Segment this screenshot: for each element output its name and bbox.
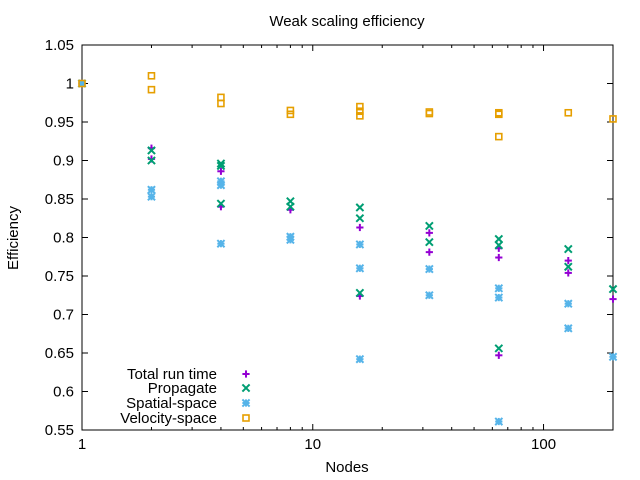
- data-point: [355, 288, 365, 298]
- legend-label: Total run time: [127, 366, 217, 383]
- chart-title: Weak scaling efficiency: [269, 13, 425, 30]
- data-point: [147, 85, 156, 94]
- data-point: [216, 159, 226, 168]
- data-point: [425, 229, 433, 237]
- legend-label: Velocity-space: [120, 410, 217, 427]
- x-tick-label: 100: [531, 436, 556, 453]
- data-point: [355, 263, 365, 273]
- legend-marker: [242, 370, 250, 378]
- y-tick-label: 1: [66, 76, 74, 93]
- y-tick-label: 0.55: [45, 422, 74, 439]
- data-point: [286, 202, 295, 212]
- series-propagate: [77, 79, 618, 353]
- legend-item: Propagate: [148, 380, 251, 397]
- data-point: [356, 107, 364, 116]
- data-point: [563, 324, 573, 333]
- legend-item: Total run time: [127, 366, 250, 383]
- data-point: [217, 167, 225, 175]
- data-point: [216, 161, 226, 171]
- legend-marker: [241, 398, 251, 408]
- data-point: [216, 199, 226, 208]
- x-tick-label: 10: [304, 436, 321, 453]
- data-point: [563, 262, 573, 272]
- data-point: [564, 108, 573, 117]
- data-point: [286, 235, 295, 245]
- data-point: [217, 93, 225, 102]
- x-tick-label: 1: [78, 436, 86, 453]
- y-tick-label: 0.6: [53, 384, 74, 401]
- data-point: [494, 417, 504, 426]
- data-point: [563, 299, 573, 309]
- data-point: [425, 109, 434, 118]
- data-point: [355, 240, 365, 249]
- data-point: [425, 221, 434, 231]
- x-axis-title: Nodes: [325, 459, 368, 476]
- y-tick-label: 0.95: [45, 114, 74, 131]
- data-point: [494, 293, 504, 302]
- data-point: [425, 248, 433, 256]
- data-point: [355, 213, 365, 223]
- data-point: [608, 352, 618, 362]
- legend-marker: [242, 414, 250, 422]
- legend-label: Spatial-space: [126, 395, 217, 412]
- data-point: [609, 115, 617, 123]
- y-axis-title: Efficiency: [5, 206, 22, 270]
- data-point: [495, 110, 503, 119]
- data-point: [216, 180, 226, 190]
- data-point: [286, 106, 295, 115]
- data-point: [147, 146, 156, 155]
- data-point: [495, 351, 503, 359]
- y-tick-label: 0.9: [53, 153, 74, 170]
- data-point: [425, 264, 434, 274]
- data-point: [494, 240, 504, 250]
- series-velocity-space: [78, 72, 617, 141]
- y-tick-label: 0.85: [45, 191, 74, 208]
- data-point: [147, 192, 156, 201]
- data-points: [77, 72, 618, 426]
- legend-item: Spatial-space: [126, 395, 251, 412]
- legend-item: Velocity-space: [120, 410, 250, 427]
- data-point: [563, 244, 573, 254]
- data-point: [356, 112, 364, 120]
- legend-label: Propagate: [148, 380, 217, 397]
- data-point: [609, 295, 617, 303]
- legend-marker: [241, 383, 251, 393]
- y-tick-label: 1.05: [45, 37, 74, 54]
- y-tick-label: 0.75: [45, 268, 74, 285]
- x-axis: 1 10 100: [78, 45, 556, 453]
- y-axis: 0.55 0.6 0.65 0.7 0.75 0.8 0.85 0.9 0.95 1 1.05: [45, 37, 613, 439]
- data-point: [356, 223, 364, 232]
- data-point: [495, 132, 503, 141]
- data-point: [608, 284, 618, 294]
- series-spatial-space: [77, 79, 618, 426]
- data-point: [495, 253, 503, 262]
- data-point: [147, 72, 156, 80]
- data-point: [564, 257, 572, 265]
- legend: Total run timePropagateSpatial-spaceVelo…: [120, 366, 251, 427]
- data-point: [147, 185, 156, 195]
- y-tick-label: 0.7: [53, 307, 74, 324]
- data-point: [355, 203, 365, 212]
- y-tick-label: 0.65: [45, 345, 74, 362]
- y-tick-label: 0.8: [53, 230, 74, 247]
- data-point: [286, 110, 295, 119]
- series-total-run-time: [78, 79, 617, 359]
- data-point: [564, 269, 572, 277]
- data-point: [355, 354, 365, 364]
- data-point: [425, 290, 434, 300]
- data-point: [494, 284, 504, 293]
- data-point: [356, 102, 364, 111]
- data-point: [78, 79, 86, 88]
- data-point: [216, 239, 226, 248]
- data-point: [425, 237, 434, 247]
- data-point: [217, 99, 225, 108]
- data-point: [494, 344, 504, 353]
- data-point: [147, 156, 156, 165]
